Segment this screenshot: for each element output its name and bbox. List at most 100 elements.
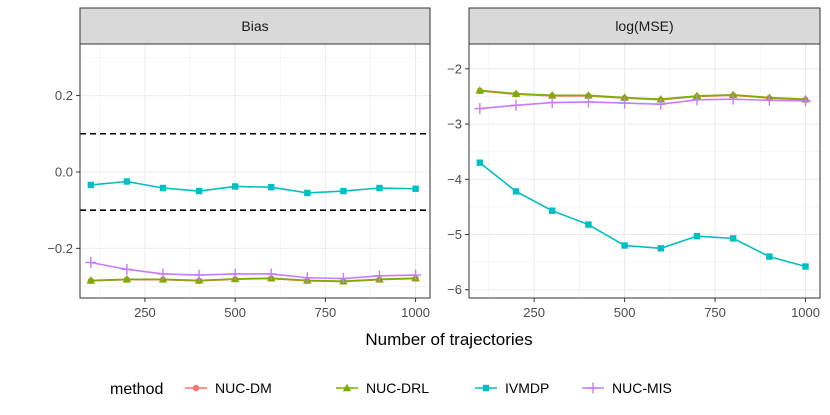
- data-point: [619, 97, 631, 109]
- legend-entry-nuc-drl: NUC-DRL: [336, 380, 429, 396]
- data-point: [802, 263, 809, 270]
- data-point: [86, 276, 96, 284]
- panel-title: log(MSE): [615, 18, 673, 34]
- x-tick-label: 750: [704, 305, 726, 320]
- data-point: [582, 96, 594, 108]
- panel-1: log(MSE) −6 −5 −4 −3 −2 250 500 750 1000: [447, 7, 821, 320]
- series-line: [90, 261, 416, 280]
- legend-title: method: [110, 381, 163, 398]
- legend-key-marker: [482, 384, 490, 392]
- data-point: [229, 268, 241, 280]
- data-point: [410, 269, 422, 281]
- series-ivmdp: [87, 178, 419, 197]
- x-tick-label: 500: [224, 305, 246, 320]
- data-point: [727, 93, 739, 105]
- y-tick-label: −0.2: [47, 241, 73, 256]
- data-point: [268, 184, 275, 191]
- series-line: [90, 180, 416, 194]
- data-point: [376, 184, 383, 192]
- data-point: [304, 189, 311, 197]
- data-point: [763, 94, 775, 106]
- y-tick-label: −5: [447, 227, 462, 242]
- panel-background: [80, 44, 430, 298]
- data-point: [546, 97, 558, 109]
- series-line: [479, 162, 806, 268]
- data-point: [693, 232, 701, 240]
- data-point: [301, 272, 313, 284]
- legend-key-marker: [587, 382, 599, 394]
- data-point: [195, 187, 203, 195]
- x-tick-label: 1000: [401, 305, 430, 320]
- panel-strip: [79, 7, 431, 45]
- data-point: [512, 188, 520, 195]
- data-point: [123, 178, 131, 185]
- series-line: [479, 98, 806, 110]
- y-tick-label: 0.2: [55, 88, 73, 103]
- series-nuc-mis: [474, 93, 812, 115]
- data-point: [475, 86, 485, 94]
- legend-entry-nuc-mis: NUC-MIS: [582, 380, 672, 396]
- data-point: [585, 221, 592, 228]
- x-tick-label: 750: [315, 305, 337, 320]
- data-point: [474, 103, 486, 115]
- y-tick-label: −4: [447, 172, 462, 187]
- data-point: [373, 270, 385, 282]
- data-point: [657, 245, 664, 252]
- data-point: [766, 253, 773, 260]
- legend-label: IVMDP: [505, 380, 549, 396]
- x-tick-label: 1000: [791, 305, 820, 320]
- series-nuc-mis: [85, 256, 422, 285]
- series-line: [90, 277, 416, 282]
- data-point: [549, 207, 556, 214]
- panels-layer: Bias −0.2 0.0 0.2 250 500 750 1000 log(MSE) −6 −5 −…: [47, 7, 821, 320]
- legend-label: NUC-MIS: [612, 380, 672, 396]
- data-point: [511, 89, 521, 97]
- panel-0: Bias −0.2 0.0 0.2 250 500 750 1000: [47, 7, 431, 320]
- legend-key-marker: [342, 383, 352, 392]
- x-axis-title: Number of trajectories: [365, 330, 532, 349]
- legend-label: NUC-DM: [215, 380, 272, 396]
- data-point: [412, 185, 419, 192]
- data-point: [621, 242, 628, 249]
- panel-strip: [468, 7, 821, 45]
- data-point: [800, 95, 812, 107]
- data-point: [655, 98, 667, 110]
- series-line: [479, 89, 806, 101]
- panel-title: Bias: [241, 18, 268, 34]
- data-point: [340, 187, 347, 195]
- panel-background: [469, 44, 820, 298]
- data-point: [510, 99, 522, 111]
- data-point: [157, 268, 169, 280]
- legend: method NUC-DM NUC-DRL IVMDP NUC-MIS: [110, 380, 672, 398]
- y-tick-label: −2: [447, 61, 462, 76]
- data-point: [620, 93, 629, 101]
- data-point: [691, 94, 703, 106]
- data-point: [729, 235, 737, 242]
- y-tick-label: 0.0: [55, 164, 73, 179]
- data-point: [656, 94, 666, 103]
- panel-border: [79, 43, 431, 299]
- data-point: [584, 91, 593, 99]
- data-point: [193, 269, 205, 281]
- x-tick-label: 500: [614, 305, 636, 320]
- data-point: [231, 183, 239, 190]
- x-tick-label: 250: [134, 305, 156, 320]
- legend-key-marker: [192, 384, 200, 392]
- panel-border: [468, 43, 821, 299]
- legend-entry-ivmdp: IVMDP: [475, 380, 549, 396]
- legend-entry-nuc-dm: NUC-DM: [185, 380, 272, 396]
- data-point: [122, 274, 132, 283]
- y-tick-label: −3: [447, 117, 462, 132]
- x-tick-label: 250: [523, 305, 545, 320]
- data-point: [337, 273, 349, 285]
- data-point: [547, 91, 557, 99]
- data-point: [159, 184, 167, 192]
- data-point: [121, 263, 133, 275]
- data-point: [265, 268, 277, 280]
- legend-label: NUC-DRL: [366, 380, 429, 396]
- series-ivmdp: [476, 159, 809, 270]
- data-point: [85, 256, 97, 268]
- y-tick-label: −6: [447, 282, 462, 297]
- data-point: [476, 159, 484, 166]
